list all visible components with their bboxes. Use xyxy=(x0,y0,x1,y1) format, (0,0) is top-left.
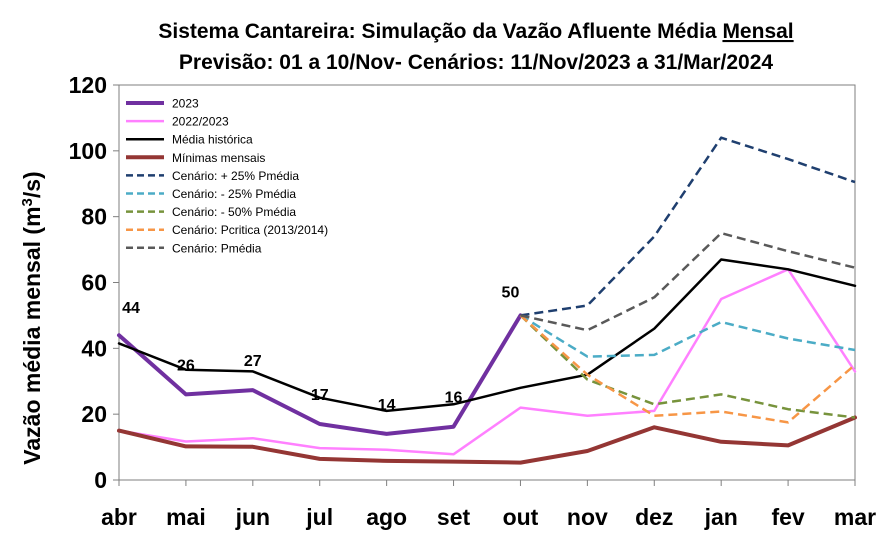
legend-entry-2023: 2023 xyxy=(172,97,199,111)
y-tick-label: 20 xyxy=(81,401,107,427)
series-line-cenario-50-pmedia xyxy=(519,314,856,419)
chart-title-line-2: Previsão: 01 a 10/Nov- Cenários: 11/Nov/… xyxy=(179,51,773,74)
y-tick-label: 40 xyxy=(81,335,107,361)
x-tick-label: dez xyxy=(635,504,673,530)
series-lines xyxy=(117,136,857,465)
x-tick-label: ago xyxy=(366,504,407,530)
x-tick-label: jun xyxy=(235,504,271,530)
series-line-2022-2023 xyxy=(117,268,857,456)
legend-entry-minimas-mensais: Mínimas mensais xyxy=(172,151,265,165)
data-label-ago: 14 xyxy=(378,397,396,414)
x-tick-label: mar xyxy=(834,504,876,530)
series-line-cenario-25-pmedia xyxy=(520,136,856,317)
x-tick-label: fev xyxy=(771,504,804,530)
x-tick-label: mai xyxy=(166,504,206,530)
data-label-set: 16 xyxy=(445,390,463,407)
y-axis-label: Vazão média mensal (m3/s) xyxy=(19,171,46,464)
series-line-cenario-pcritica-2013-2014 xyxy=(519,314,856,424)
x-tick-label: set xyxy=(437,504,471,530)
x-tick-label: out xyxy=(503,504,539,530)
x-tick-label: abr xyxy=(101,504,137,530)
y-tick-label: 0 xyxy=(94,467,107,493)
legend: 2023 2022/2023 Média histórica Mínimas mens… xyxy=(126,97,328,255)
series-line-minimas-mensais xyxy=(117,415,857,465)
data-label-jul: 17 xyxy=(311,387,329,404)
y-tick-label: 100 xyxy=(69,138,107,164)
axes: 0 20 40 60 80 100 120 abr mai jun jul ago set out nov d… xyxy=(69,72,877,530)
series-line-2023 xyxy=(117,313,523,436)
legend-entry-cenario-50-pmedia: Cenário: - 50% Pmédia xyxy=(172,205,296,219)
series-line-cenario-25-pmedia xyxy=(519,314,856,358)
legend-entry-cenario-pmedia: Cenário: Pmédia xyxy=(172,241,262,255)
legend-entry-cenario-25-pmedia: Cenário: - 25% Pmédia xyxy=(172,187,296,201)
data-label-abr: 44 xyxy=(122,300,140,317)
y-axis-label-post: /s) xyxy=(19,171,45,198)
x-tick-label: jan xyxy=(704,504,738,530)
x-tick-label: nov xyxy=(567,504,608,530)
legend-entry-media-historica: Média histórica xyxy=(172,133,253,147)
data-label-jun: 27 xyxy=(244,353,262,370)
y-axis-label-sup: 3 xyxy=(19,198,36,206)
chart-title-line-1: Sistema Cantareira: Simulação da Vazão A… xyxy=(158,20,793,43)
data-label-mai: 26 xyxy=(177,357,195,374)
chart-title-underlined: Mensal xyxy=(722,20,793,43)
x-tick-label: jul xyxy=(305,504,333,530)
y-tick-label: 120 xyxy=(69,72,107,98)
legend-entry-cenario-pcritica-2013-2014: Cenário: Pcritica (2013/2014) xyxy=(172,223,328,237)
y-tick-label: 80 xyxy=(81,204,107,230)
legend-entry-2022-2023: 2022/2023 xyxy=(172,115,229,129)
series-line-cenario-pmedia xyxy=(520,231,856,332)
data-labels: 44 26 27 17 14 16 50 xyxy=(122,284,519,414)
chart-title-pre: Sistema Cantareira: Simulação da Vazão A… xyxy=(158,20,722,43)
legend-entry-cenario-25-pmedia: Cenário: + 25% Pmédia xyxy=(172,169,299,183)
y-tick-label: 60 xyxy=(81,270,107,296)
y-axis-label-pre: Vazão média mensal (m xyxy=(19,206,45,464)
data-label-out: 50 xyxy=(502,284,520,301)
series-line-media-historica xyxy=(117,258,857,413)
